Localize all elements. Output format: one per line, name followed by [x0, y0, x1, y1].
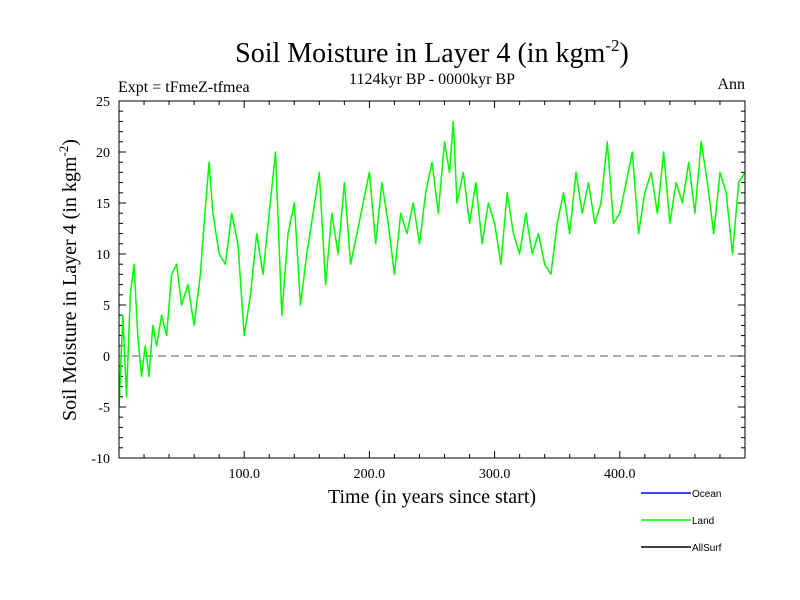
- y-tick-label: -10: [91, 452, 110, 467]
- x-tick-label: 200.0: [354, 467, 386, 482]
- y-tick-label: 20: [96, 146, 110, 161]
- plot-frame: [118, 100, 746, 459]
- season-label: Ann: [717, 76, 745, 93]
- y-tick-label: 15: [96, 197, 110, 212]
- x-tick-label: 300.0: [479, 467, 511, 482]
- legend-label-land: Land: [692, 516, 714, 527]
- x-tick-label: 400.0: [604, 467, 636, 482]
- legend: Ocean Land AllSurf: [641, 489, 722, 554]
- y-tick-label: 25: [96, 95, 110, 110]
- series-line-land: [118, 120, 746, 408]
- y-tick-label: -5: [98, 401, 110, 416]
- legend-label-allsurf: AllSurf: [692, 543, 722, 554]
- y-axis-label: Soil Moisture in Layer 4 (in kgm-2): [56, 139, 81, 421]
- series-layer: [118, 120, 746, 408]
- chart-subtitle: 1124kyr BP - 0000kyr BP: [349, 71, 515, 88]
- ticks-layer: -10 -5 0 5 10 15 20 25 100.0 200.0 300.0 400.0: [91, 95, 745, 482]
- y-tick-label: 5: [103, 299, 110, 314]
- y-tick-label: 10: [96, 248, 110, 263]
- x-axis-label: Time (in years since start): [328, 486, 536, 508]
- x-tick-label: 100.0: [228, 467, 260, 482]
- chart-title: Soil Moisture in Layer 4 (in kgm-2): [235, 36, 629, 69]
- legend-label-ocean: Ocean: [692, 489, 721, 500]
- y-tick-label: 0: [103, 350, 110, 365]
- expt-label: Expt = tFmeZ-tfmea: [118, 79, 250, 96]
